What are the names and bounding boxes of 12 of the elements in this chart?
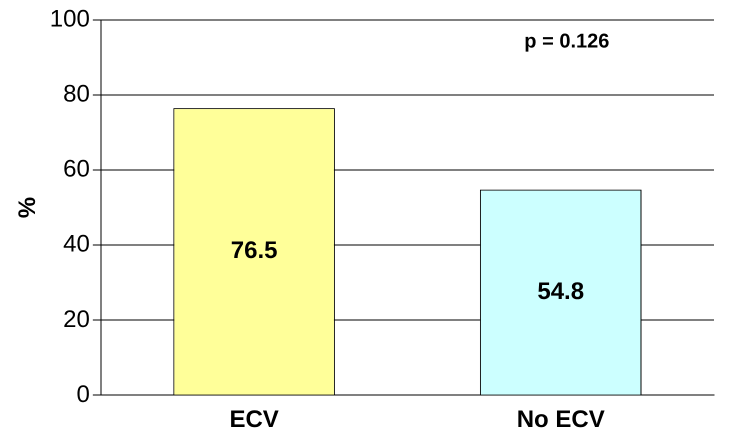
data-label: 76.5 — [230, 237, 278, 264]
y-tick-label: 100 — [50, 6, 90, 33]
y-tick-label: 60 — [63, 156, 90, 183]
y-axis-title: % — [14, 196, 42, 218]
x-tick-label: No ECV — [516, 406, 605, 434]
data-label: 54.8 — [537, 278, 584, 305]
y-tick-label: 80 — [63, 80, 90, 108]
y-tick-label: 20 — [63, 306, 90, 333]
annotation: p = 0.126 — [524, 30, 610, 53]
y-tick-label: 0 — [76, 380, 90, 408]
y-tick-label: 40 — [63, 230, 90, 258]
x-tick-label: ECV — [229, 406, 279, 434]
